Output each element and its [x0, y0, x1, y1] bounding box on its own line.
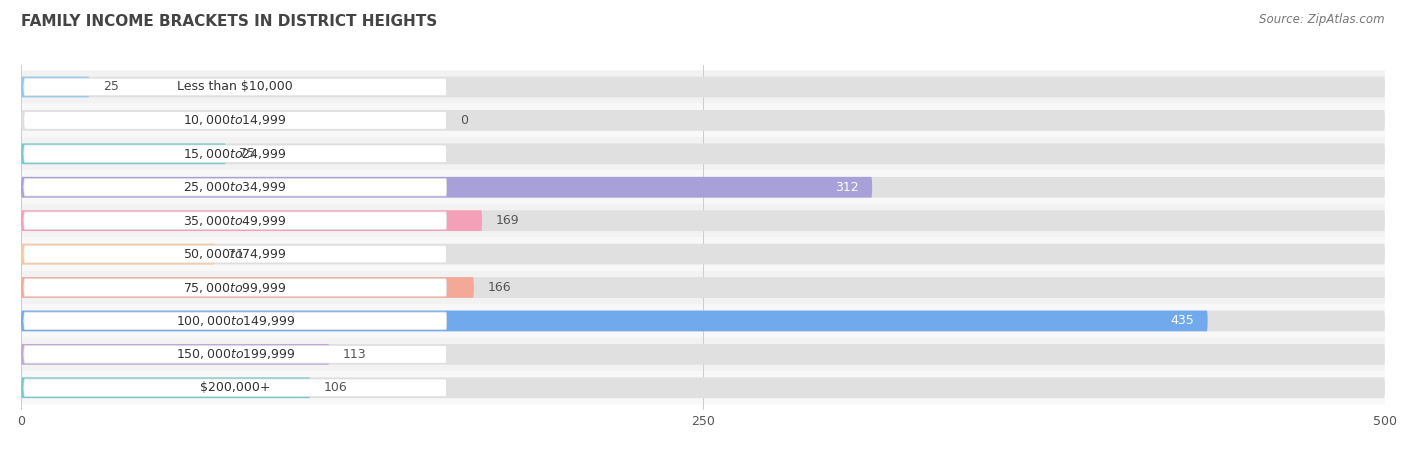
Text: Source: ZipAtlas.com: Source: ZipAtlas.com: [1260, 14, 1385, 27]
Text: FAMILY INCOME BRACKETS IN DISTRICT HEIGHTS: FAMILY INCOME BRACKETS IN DISTRICT HEIGH…: [21, 14, 437, 28]
FancyBboxPatch shape: [24, 78, 447, 96]
FancyBboxPatch shape: [21, 204, 1385, 238]
FancyBboxPatch shape: [24, 112, 447, 129]
FancyBboxPatch shape: [21, 378, 311, 398]
FancyBboxPatch shape: [24, 245, 447, 263]
Text: 71: 71: [228, 248, 245, 261]
FancyBboxPatch shape: [21, 177, 872, 198]
Text: 312: 312: [835, 181, 859, 194]
Text: 25: 25: [103, 81, 118, 94]
Text: 106: 106: [323, 381, 347, 394]
FancyBboxPatch shape: [24, 212, 447, 230]
Text: $10,000 to $14,999: $10,000 to $14,999: [183, 113, 287, 127]
FancyBboxPatch shape: [21, 310, 1208, 331]
Text: $200,000+: $200,000+: [200, 381, 270, 394]
Text: $35,000 to $49,999: $35,000 to $49,999: [183, 214, 287, 228]
FancyBboxPatch shape: [21, 177, 1385, 198]
Text: $150,000 to $199,999: $150,000 to $199,999: [176, 347, 295, 361]
Text: 435: 435: [1170, 315, 1194, 328]
FancyBboxPatch shape: [21, 378, 1385, 398]
FancyBboxPatch shape: [21, 338, 1385, 371]
Text: $50,000 to $74,999: $50,000 to $74,999: [183, 247, 287, 261]
Text: 169: 169: [496, 214, 519, 227]
FancyBboxPatch shape: [21, 210, 482, 231]
FancyBboxPatch shape: [21, 144, 226, 164]
FancyBboxPatch shape: [21, 277, 474, 298]
FancyBboxPatch shape: [21, 104, 1385, 137]
FancyBboxPatch shape: [24, 346, 447, 363]
FancyBboxPatch shape: [24, 145, 447, 162]
FancyBboxPatch shape: [21, 76, 1385, 97]
FancyBboxPatch shape: [24, 279, 447, 296]
Text: 113: 113: [343, 348, 367, 361]
FancyBboxPatch shape: [21, 171, 1385, 204]
Text: 0: 0: [460, 114, 468, 127]
FancyBboxPatch shape: [21, 344, 329, 364]
Text: 166: 166: [488, 281, 512, 294]
Text: $100,000 to $149,999: $100,000 to $149,999: [176, 314, 295, 328]
FancyBboxPatch shape: [24, 312, 447, 330]
FancyBboxPatch shape: [24, 379, 447, 396]
Text: $15,000 to $24,999: $15,000 to $24,999: [183, 147, 287, 161]
FancyBboxPatch shape: [21, 144, 1385, 164]
FancyBboxPatch shape: [21, 70, 1385, 104]
FancyBboxPatch shape: [24, 179, 447, 196]
FancyBboxPatch shape: [21, 210, 1385, 231]
Text: $25,000 to $34,999: $25,000 to $34,999: [183, 180, 287, 194]
FancyBboxPatch shape: [21, 110, 1385, 131]
FancyBboxPatch shape: [21, 304, 1385, 338]
FancyBboxPatch shape: [21, 244, 1385, 265]
FancyBboxPatch shape: [21, 137, 1385, 171]
FancyBboxPatch shape: [21, 238, 1385, 271]
FancyBboxPatch shape: [21, 277, 1385, 298]
FancyBboxPatch shape: [21, 271, 1385, 304]
Text: $75,000 to $99,999: $75,000 to $99,999: [183, 280, 287, 294]
Text: 75: 75: [239, 147, 256, 160]
FancyBboxPatch shape: [21, 310, 1385, 331]
Text: Less than $10,000: Less than $10,000: [177, 81, 292, 94]
FancyBboxPatch shape: [21, 344, 1385, 364]
FancyBboxPatch shape: [21, 76, 90, 97]
FancyBboxPatch shape: [21, 244, 215, 265]
FancyBboxPatch shape: [21, 371, 1385, 405]
